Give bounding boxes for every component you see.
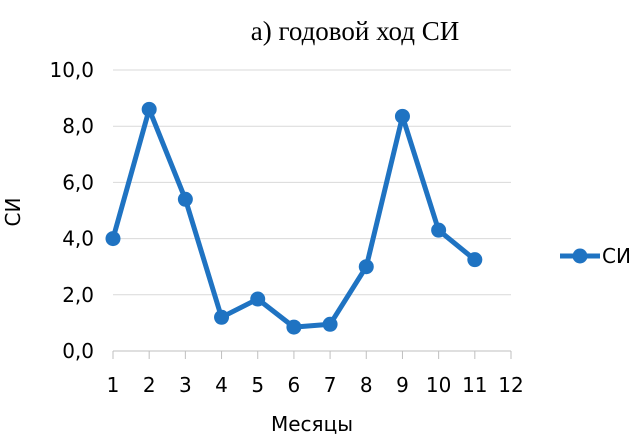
data-point	[214, 309, 230, 325]
data-point	[431, 222, 447, 238]
x-tick-label: 9	[396, 373, 409, 397]
data-point	[105, 231, 121, 247]
y-tick-label: 2,0	[62, 283, 94, 307]
y-tick-label: 8,0	[62, 114, 94, 138]
x-tick-label: 3	[179, 373, 192, 397]
data-point	[286, 319, 302, 335]
y-tick-label: 4,0	[62, 227, 94, 251]
y-tick-label: 6,0	[62, 170, 94, 194]
data-point	[177, 191, 193, 207]
y-tick-label: 0,0	[62, 339, 94, 363]
series-layer	[105, 101, 483, 335]
data-point	[322, 316, 338, 332]
x-tick-label: 1	[107, 373, 120, 397]
data-point	[358, 259, 374, 275]
data-point	[394, 108, 410, 124]
data-point	[141, 101, 157, 117]
x-tick-label: 10	[426, 373, 451, 397]
x-tick-label: 6	[288, 373, 301, 397]
data-point	[467, 252, 483, 268]
x-tick-label: 5	[251, 373, 264, 397]
x-axis-label: Месяцы	[271, 412, 353, 436]
x-axis-ticks: 1 2 3 4 5 6 7 8 9 10 11 12	[107, 373, 524, 397]
x-tick-label: 4	[215, 373, 228, 397]
legend-label: СИ	[602, 244, 631, 268]
x-tick-label: 12	[498, 373, 523, 397]
x-axis	[112, 350, 512, 359]
data-point	[250, 291, 266, 307]
y-axis-ticks: 0,0 2,0 4,0 6,0 8,0 10,0	[49, 58, 94, 363]
x-tick-label: 11	[462, 373, 487, 397]
y-tick-label: 10,0	[49, 58, 94, 82]
x-tick-label: 7	[324, 373, 337, 397]
x-tick-label: 2	[143, 373, 156, 397]
y-axis-label: СИ	[1, 198, 25, 227]
gridlines	[113, 69, 511, 296]
chart-title: а) годовой ход СИ	[251, 16, 460, 46]
legend: СИ	[560, 244, 631, 268]
legend-marker	[572, 248, 588, 264]
x-tick-label: 8	[360, 373, 373, 397]
